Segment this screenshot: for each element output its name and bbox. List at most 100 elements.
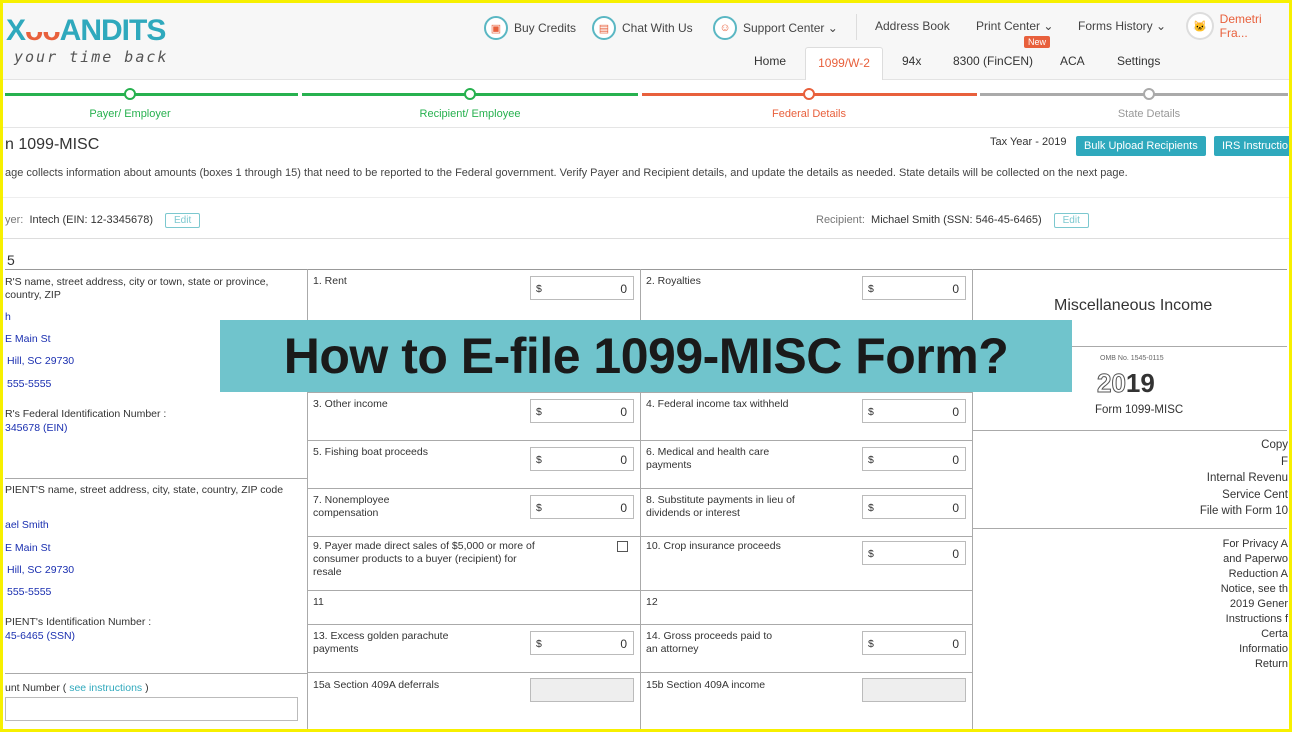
row-line: [307, 440, 972, 441]
tab-settings[interactable]: Settings: [1117, 54, 1161, 68]
print-center-menu[interactable]: Print Center ⌄: [976, 19, 1054, 33]
form-heading: Miscellaneous Income: [1054, 297, 1213, 314]
new-badge: New: [1024, 36, 1051, 48]
box-7-input[interactable]: $0: [530, 495, 634, 519]
step-dot: [803, 88, 815, 100]
recipient-heading: PIENT'S name, street address, city, stat…: [5, 484, 284, 496]
box-8-input[interactable]: $0: [862, 495, 966, 519]
row-line: [307, 672, 972, 673]
box-9-checkbox[interactable]: [617, 541, 628, 552]
year-bold: 19: [1125, 368, 1155, 398]
payer-label: yer:: [5, 214, 24, 226]
line: Return: [1254, 658, 1288, 670]
avatar: 🐱: [1186, 12, 1214, 40]
recipient-summary: Recipient: Michael Smith (SSN: 546-45-64…: [816, 213, 1089, 228]
chat-icon: ▤: [592, 16, 616, 40]
currency: $: [868, 406, 874, 418]
bulk-upload-button[interactable]: Bulk Upload Recipients: [1076, 136, 1206, 156]
payer-tin: 345678 (EIN): [5, 422, 68, 434]
page-description: age collects information about amounts (…: [5, 167, 1128, 179]
label: ): [145, 682, 149, 694]
step-dot: [124, 88, 136, 100]
box-3-input[interactable]: $0: [530, 399, 634, 423]
step-payer[interactable]: Payer/ Employer: [89, 108, 171, 120]
row-line: [307, 590, 972, 591]
tab-94x[interactable]: 94x: [902, 54, 922, 68]
step-recipient[interactable]: Recipient/ Employee: [419, 108, 521, 120]
payer-tin-label: R's Federal Identification Number :: [5, 408, 167, 420]
recipient-tin-label: PIENT's Identification Number :: [5, 616, 152, 628]
step-dot: [1143, 88, 1155, 100]
buy-credits-link[interactable]: ▣ Buy Credits: [484, 16, 576, 40]
row-line: [307, 488, 972, 489]
support-icon: ☺: [713, 16, 737, 40]
form-year: 2019: [1097, 368, 1155, 399]
box-13-label: 13. Excess golden parachute payments: [313, 630, 449, 655]
chat-link[interactable]: ▤ Chat With Us: [592, 16, 693, 40]
currency: $: [868, 454, 874, 466]
box-5-label: 5. Fishing boat proceeds: [313, 446, 428, 458]
row-line: [972, 346, 1287, 347]
box-4-label: 4. Federal income tax withheld: [646, 398, 789, 410]
recipient-city: Hill, SC 29730: [7, 564, 75, 576]
line: F: [1280, 455, 1288, 468]
recipient-value: Michael Smith (SSN: 546-45-6465): [871, 214, 1042, 226]
step-federal[interactable]: Federal Details: [772, 108, 846, 120]
currency: $: [536, 502, 542, 514]
progress-segment: [5, 93, 298, 96]
column-line: [640, 269, 641, 732]
tab-1099-w2[interactable]: 1099/W-2: [805, 47, 883, 80]
box-4-input[interactable]: $0: [862, 399, 966, 423]
value: 0: [952, 547, 959, 561]
box-15b-input[interactable]: [862, 678, 966, 702]
row-line: [5, 478, 307, 479]
line: Notice, see th: [1220, 583, 1288, 595]
box-3-label: 3. Other income: [313, 398, 388, 410]
page-title: n 1099-MISC: [5, 136, 100, 153]
line: and Paperwo: [1223, 553, 1288, 565]
box-2-input[interactable]: $0: [862, 276, 966, 300]
edit-payer-button[interactable]: Edit: [165, 213, 201, 228]
tab-home[interactable]: Home: [754, 54, 787, 68]
irs-instructions-button[interactable]: IRS Instructio: [1214, 136, 1292, 156]
box-11-label: 11: [313, 596, 324, 608]
edit-recipient-button[interactable]: Edit: [1053, 213, 1089, 228]
value: 0: [620, 637, 627, 651]
box-10-input[interactable]: $0: [862, 541, 966, 565]
tab-8300[interactable]: 8300 (FinCEN): [953, 54, 1034, 68]
column-line: [972, 269, 973, 732]
logo[interactable]: XᴗᴗANDITS: [6, 14, 166, 47]
box-6-label: 6. Medical and health care payments: [646, 446, 770, 471]
forms-history-menu[interactable]: Forms History ⌄: [1078, 19, 1167, 33]
box-6-input[interactable]: $0: [862, 447, 966, 471]
box-5-input[interactable]: $0: [530, 447, 634, 471]
currency: $: [868, 548, 874, 560]
divider: [0, 238, 1292, 239]
address-book-link[interactable]: Address Book: [875, 19, 950, 33]
user-menu[interactable]: 🐱 Demetri Fra...: [1186, 12, 1292, 40]
label: Buy Credits: [514, 21, 577, 35]
recipient-name: ael Smith: [5, 519, 49, 531]
privacy-text: For Privacy A and Paperwo Reduction A Notic…: [1221, 537, 1288, 672]
wallet-icon: ▣: [484, 16, 508, 40]
step-state[interactable]: State Details: [1117, 108, 1181, 120]
line: File with Form 10: [1199, 505, 1288, 517]
recipient-label: Recipient:: [816, 214, 865, 226]
box-14-input[interactable]: $0: [862, 631, 966, 655]
account-number-input[interactable]: [5, 697, 298, 721]
box-15b-label: 15b Section 409A income: [646, 679, 766, 691]
box-10-label: 10. Crop insurance proceeds: [646, 540, 781, 552]
currency: $: [536, 283, 542, 295]
divider: [856, 14, 857, 40]
see-instructions-link[interactable]: see instructions: [69, 682, 143, 694]
box-12-label: 12: [646, 596, 658, 608]
row-line: [307, 624, 972, 625]
box-13-input[interactable]: $0: [530, 631, 634, 655]
recipient-phone: 555-5555: [7, 586, 52, 598]
currency: $: [868, 638, 874, 650]
box-1-input[interactable]: $0: [530, 276, 634, 300]
box-15a-input[interactable]: [530, 678, 634, 702]
tab-aca[interactable]: ACA: [1060, 54, 1085, 68]
support-center-menu[interactable]: ☺ Support Center ⌄: [713, 16, 838, 40]
box-1-label: 1. Rent: [313, 275, 347, 287]
